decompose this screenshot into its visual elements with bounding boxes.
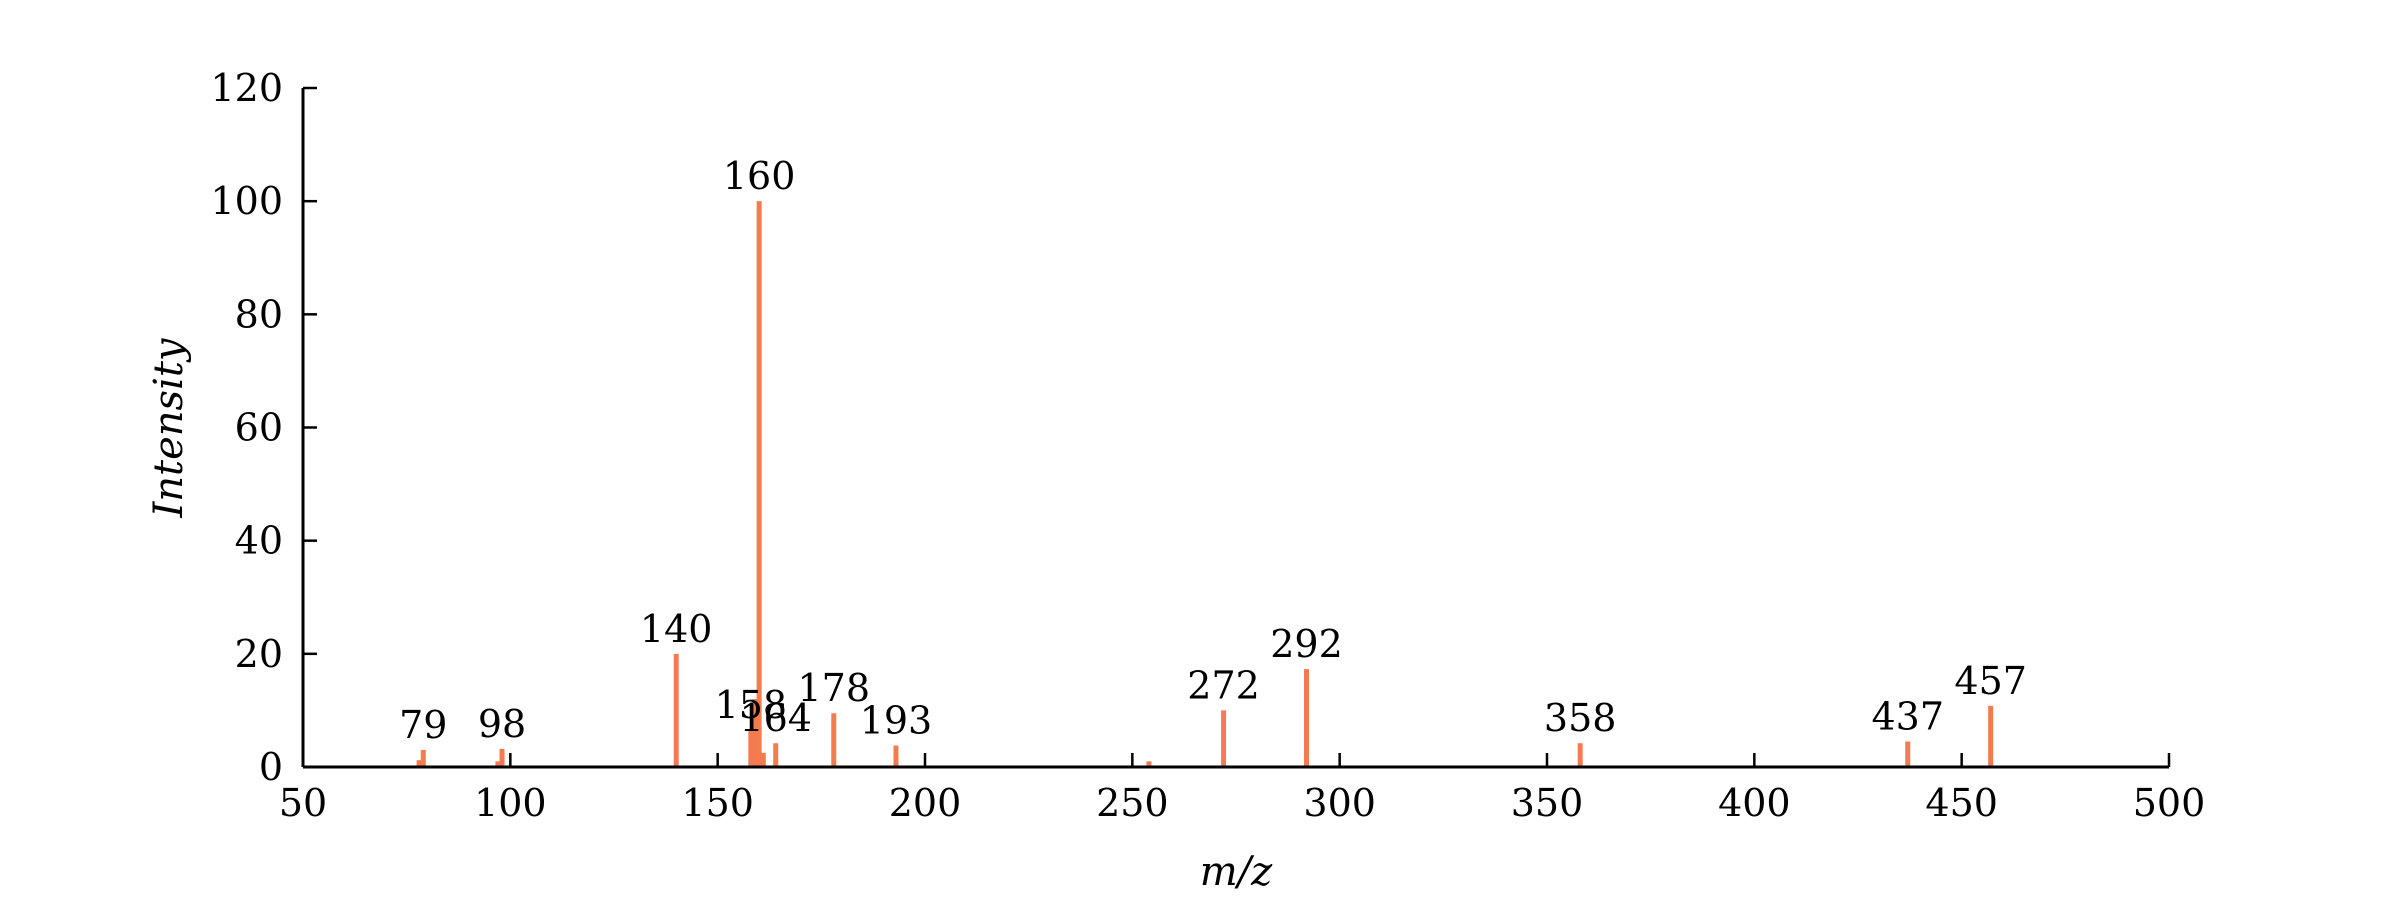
peak-label-292: 292 (1270, 622, 1343, 666)
y-tick-label: 20 (235, 632, 283, 676)
peak-label-178: 178 (798, 666, 871, 710)
y-axis-title: Intensity (146, 337, 192, 518)
x-tick-label: 300 (1303, 781, 1376, 825)
peak-label-98: 98 (478, 702, 526, 746)
peak-label-140: 140 (640, 607, 713, 651)
peak-label-164: 164 (739, 696, 812, 740)
x-tick-label: 400 (1718, 781, 1791, 825)
peak-label-193: 193 (860, 698, 933, 742)
x-tick-label: 350 (1511, 781, 1584, 825)
x-tick-label: 100 (474, 781, 547, 825)
x-axis-ticks: 50 100 150 200 250 300 350 400 450 500 (279, 753, 2205, 825)
x-tick-label: 250 (1096, 781, 1169, 825)
y-tick-label: 0 (259, 745, 283, 789)
x-tick-label: 450 (1925, 781, 1998, 825)
peak-label-79: 79 (399, 703, 447, 747)
x-tick-label: 150 (681, 781, 754, 825)
x-tick-label: 500 (2133, 781, 2206, 825)
x-tick-label: 50 (279, 781, 327, 825)
y-tick-label: 120 (210, 66, 283, 110)
y-tick-label: 40 (235, 519, 283, 563)
peak-label-160: 160 (723, 154, 796, 198)
peak-label-158: 158 (715, 683, 788, 727)
y-tick-label: 80 (235, 292, 283, 336)
peak-label-358: 358 (1544, 696, 1617, 740)
x-axis-title: m/z (1200, 849, 1273, 895)
y-axis-ticks: 0 20 40 60 80 100 120 (210, 66, 317, 789)
y-tick-label: 100 (210, 179, 283, 223)
peak-label-437: 437 (1871, 695, 1944, 739)
x-tick-label: 200 (889, 781, 962, 825)
peak-label-272: 272 (1187, 663, 1260, 707)
y-tick-label: 60 (235, 406, 283, 450)
peak-bars (416, 201, 1994, 767)
peak-label-457: 457 (1954, 659, 2027, 703)
